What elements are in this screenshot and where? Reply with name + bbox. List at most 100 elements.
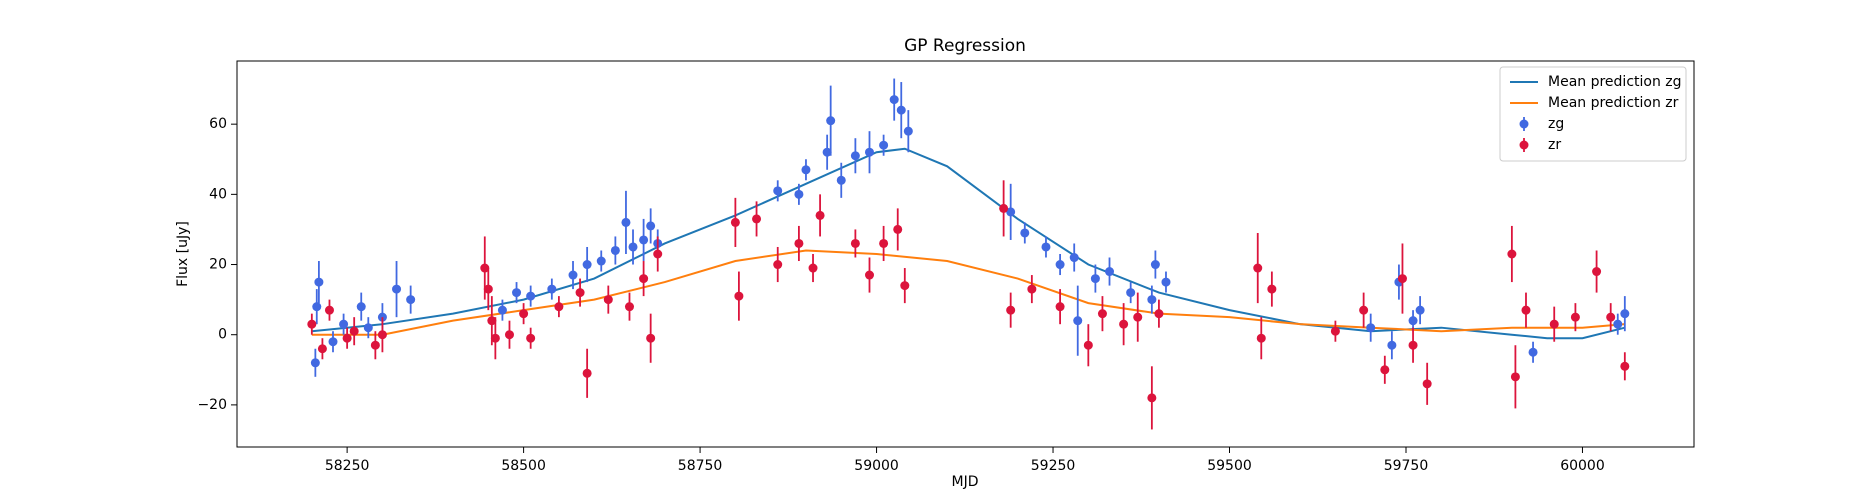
data-point <box>317 344 327 354</box>
data-point <box>1256 333 1266 343</box>
data-point <box>1105 267 1115 277</box>
data-point <box>1408 340 1418 350</box>
data-point <box>889 95 899 105</box>
data-point <box>1253 263 1263 273</box>
data-point <box>342 333 352 343</box>
data-point <box>1069 253 1079 263</box>
x-tick-label: 59750 <box>1384 458 1429 474</box>
data-point <box>1055 302 1065 312</box>
data-point <box>1570 312 1580 322</box>
data-point <box>1150 260 1160 270</box>
data-point <box>582 260 592 270</box>
legend-box <box>1499 66 1687 162</box>
data-point <box>639 235 649 245</box>
data-point <box>628 242 638 252</box>
data-point <box>653 249 663 259</box>
data-point <box>1330 326 1340 336</box>
x-tick-label: 58250 <box>325 458 370 474</box>
data-point <box>480 263 490 273</box>
legend-swatch <box>1519 119 1529 129</box>
data-point <box>1613 319 1623 329</box>
data-point <box>1397 274 1407 284</box>
data-point <box>864 147 874 157</box>
data-point <box>1073 316 1083 326</box>
data-point <box>1161 277 1171 287</box>
data-point <box>497 305 507 315</box>
x-axis-label: MJD <box>952 474 979 490</box>
legend-label: Mean prediction zg <box>1548 74 1682 90</box>
data-point <box>526 333 536 343</box>
y-tick-label: 20 <box>209 257 227 273</box>
data-point <box>794 238 804 248</box>
x-tick-label: 58500 <box>501 458 546 474</box>
legend-label: zg <box>1548 116 1564 132</box>
data-point <box>1359 305 1369 315</box>
data-point <box>1267 284 1277 294</box>
data-point <box>1020 228 1030 238</box>
data-point <box>310 358 320 368</box>
data-point <box>610 245 620 255</box>
x-tick-label: 59500 <box>1207 458 1252 474</box>
data-point <box>324 305 334 315</box>
data-point <box>1133 312 1143 322</box>
data-point <box>363 323 373 333</box>
data-point <box>773 186 783 196</box>
data-point <box>328 337 338 347</box>
data-point <box>1592 267 1602 277</box>
y-axis-label: Flux [uJy] <box>175 221 191 287</box>
data-point <box>1507 249 1517 259</box>
data-point <box>836 175 846 185</box>
data-point <box>850 238 860 248</box>
data-point <box>582 368 592 378</box>
y-tick-label: 60 <box>209 116 227 132</box>
data-point <box>815 210 825 220</box>
data-point <box>1006 305 1016 315</box>
data-point <box>1119 319 1129 329</box>
data-point <box>1528 347 1538 357</box>
data-point <box>575 288 585 298</box>
data-point <box>1126 288 1136 298</box>
data-point <box>1380 365 1390 375</box>
legend: Mean prediction zg Mean prediction zr zg zr <box>1499 66 1687 162</box>
chart-title: GP Regression <box>904 36 1026 56</box>
data-point <box>307 319 317 329</box>
data-point <box>801 165 811 175</box>
data-point <box>554 302 564 312</box>
data-point <box>893 224 903 234</box>
data-point <box>822 147 832 157</box>
data-point <box>1147 295 1157 305</box>
y-tick-label: −20 <box>197 397 227 413</box>
legend-label: zr <box>1548 137 1561 153</box>
data-point <box>1415 305 1425 315</box>
legend-label: Mean prediction zr <box>1548 95 1679 111</box>
data-point <box>1006 207 1016 217</box>
data-point <box>370 340 380 350</box>
data-point <box>999 203 1009 213</box>
data-point <box>483 284 493 294</box>
data-point <box>646 333 656 343</box>
data-point <box>504 330 514 340</box>
plot-area <box>307 78 1630 430</box>
data-point <box>490 333 500 343</box>
data-point <box>312 302 322 312</box>
data-point <box>519 309 529 319</box>
data-point <box>900 281 910 291</box>
data-point <box>526 291 536 301</box>
data-point <box>314 277 324 287</box>
data-point <box>1055 260 1065 270</box>
data-point <box>487 316 497 326</box>
data-point <box>864 270 874 280</box>
x-tick-label: 59000 <box>854 458 899 474</box>
data-point <box>621 217 631 227</box>
data-point <box>1408 316 1418 326</box>
data-point <box>1147 393 1157 403</box>
mean-line <box>311 147 1626 340</box>
x-tick-label: 58750 <box>678 458 723 474</box>
data-point <box>1097 309 1107 319</box>
data-point <box>639 274 649 284</box>
mean-line <box>311 249 1625 336</box>
y-tick-label: 40 <box>209 186 227 202</box>
data-point <box>1549 319 1559 329</box>
data-point <box>596 256 606 266</box>
